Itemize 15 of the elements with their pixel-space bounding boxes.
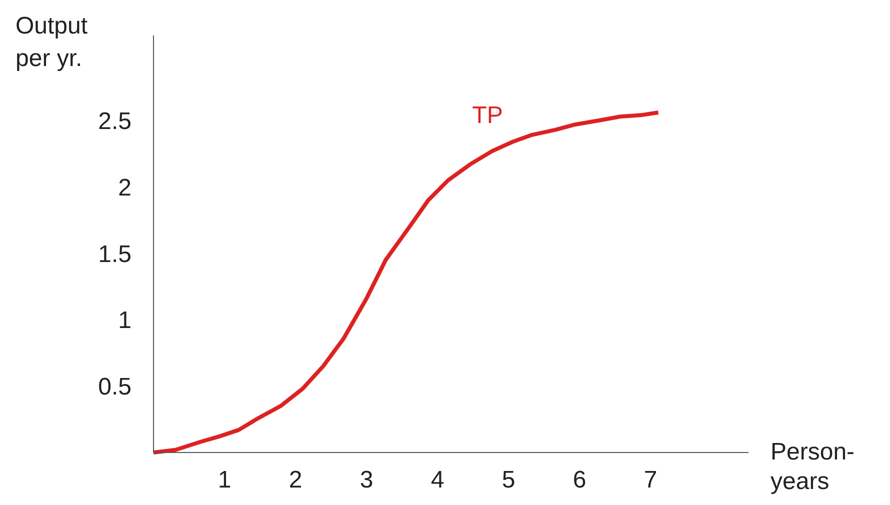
y-tick-label: 2.5 [98, 108, 132, 135]
x-tick-label: 6 [572, 466, 586, 494]
y-tick-label: 1.5 [98, 240, 132, 268]
x-tick-label: 7 [644, 466, 658, 494]
y-tick-label: 1 [118, 307, 132, 334]
x-tick-label: 2 [288, 466, 302, 494]
y-axis-title: Output per yr. [16, 12, 88, 72]
x-tick-label: 1 [218, 466, 232, 494]
y-tick-label: 0.5 [98, 374, 132, 401]
x-tick-label: 5 [502, 466, 516, 494]
series-label: TP [472, 102, 503, 130]
y-tick-label: 2 [118, 174, 132, 202]
x-tick-label: 4 [430, 466, 444, 494]
x-tick-label: 3 [360, 466, 374, 494]
x-axis-title: Person- years [770, 438, 855, 496]
